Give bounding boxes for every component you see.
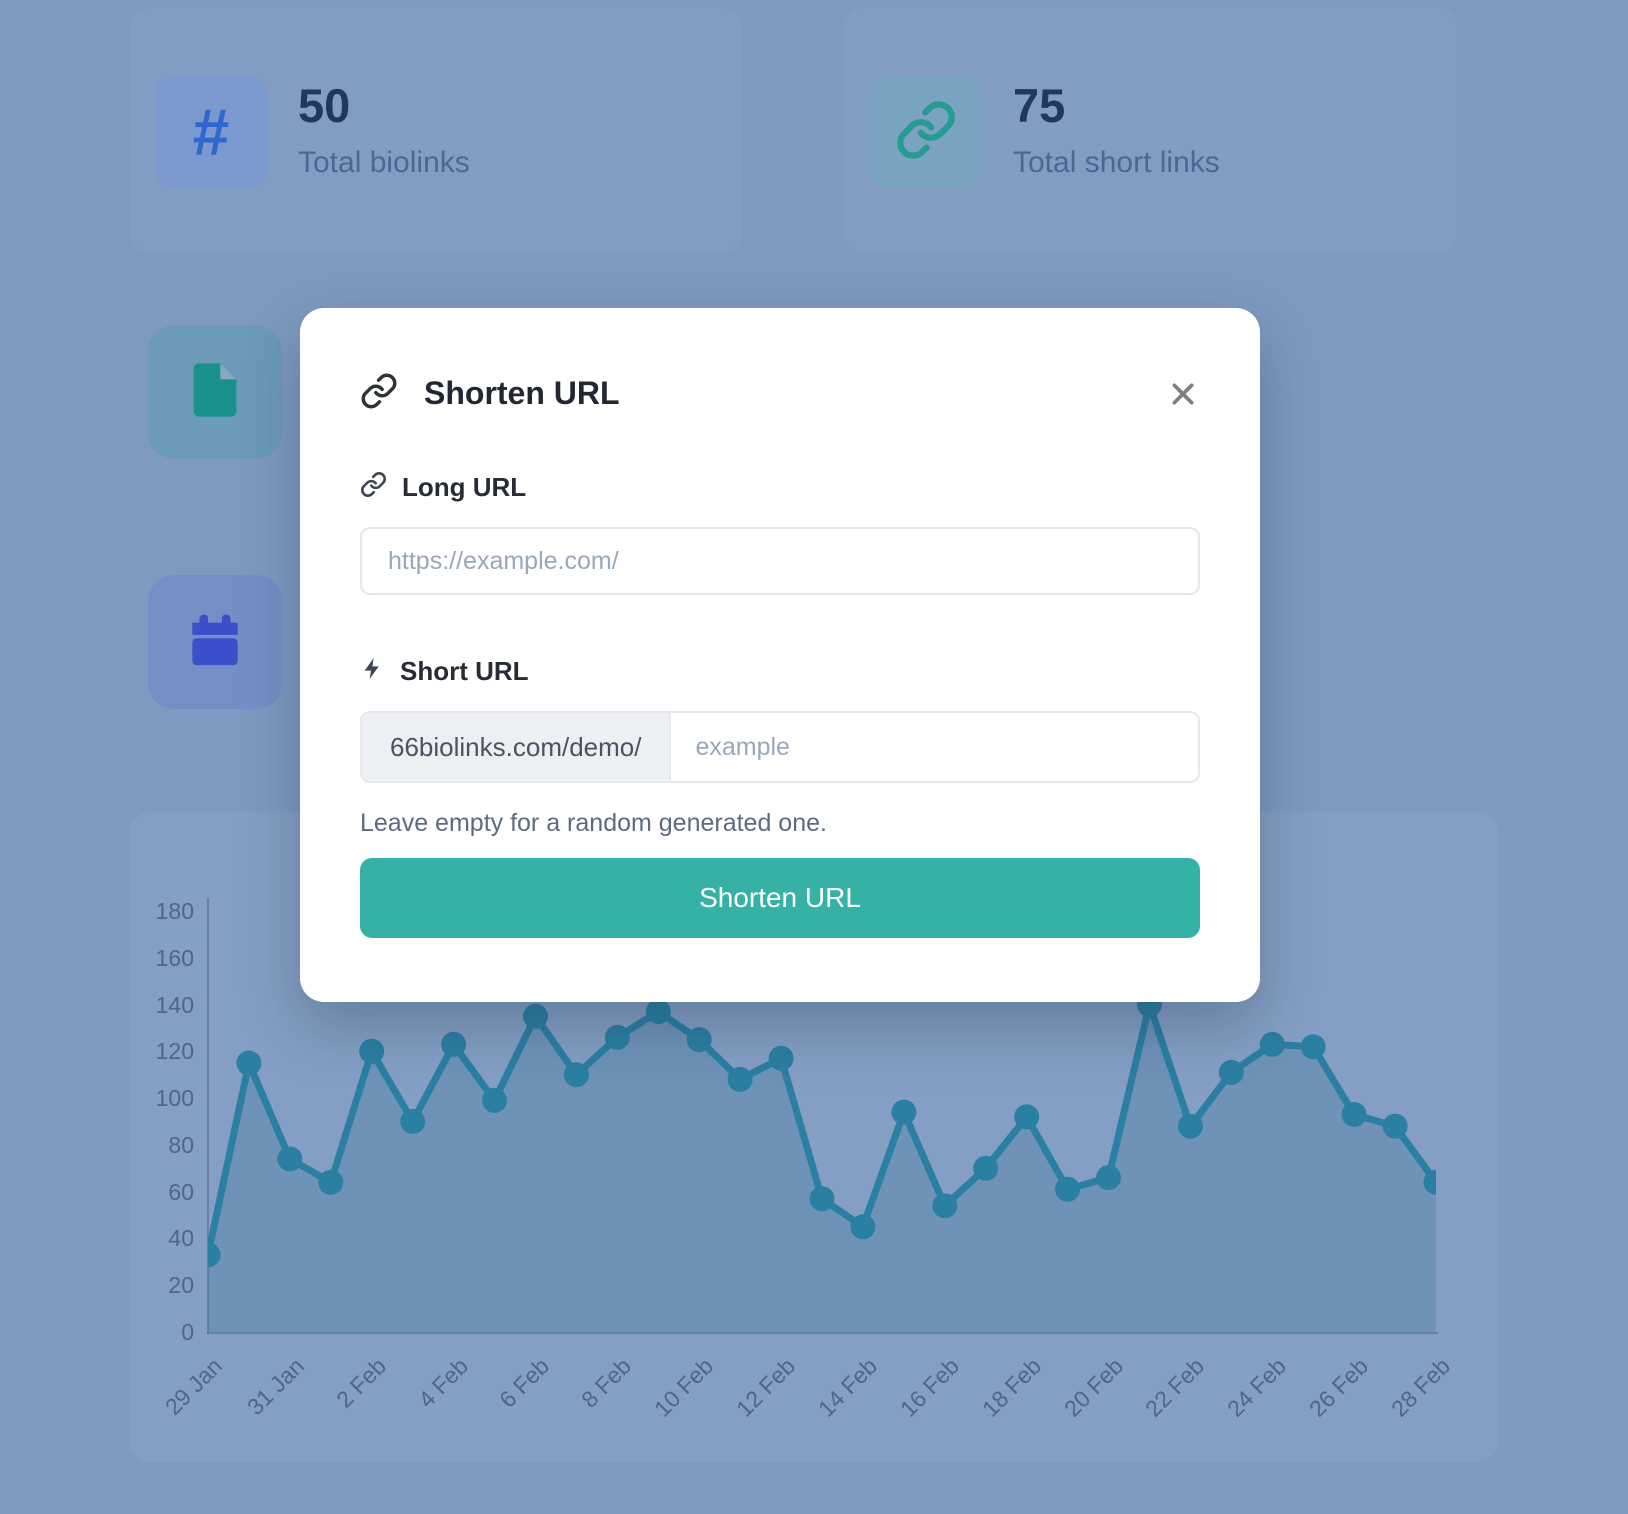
short-url-domain-prefix: 66biolinks.com/demo/	[362, 713, 672, 781]
data-point-marker	[236, 1050, 262, 1076]
stat-label-biolinks: Total biolinks	[298, 145, 470, 179]
stat-card-total-biolinks: # 50 Total biolinks	[130, 8, 742, 252]
data-point-marker	[1177, 1113, 1203, 1139]
y-axis-tick-label: 20	[168, 1272, 194, 1299]
y-axis-tick-label: 120	[155, 1038, 194, 1065]
y-axis-tick-label: 140	[155, 991, 194, 1018]
data-point-marker	[1218, 1059, 1244, 1085]
y-axis-tick-label: 80	[168, 1131, 194, 1158]
shorten-url-modal: Shorten URL Long URL Short URL 66biolink…	[300, 308, 1260, 1002]
y-axis-tick-label: 180	[155, 898, 194, 924]
stat-card-total-short-links: 75 Total short links	[845, 8, 1457, 252]
short-url-input-group: 66biolinks.com/demo/	[360, 711, 1200, 783]
calendar-icon-tile	[148, 575, 282, 709]
file-icon-tile	[148, 325, 282, 459]
data-point-marker	[1259, 1031, 1285, 1057]
y-axis-tick-label: 100	[155, 1085, 194, 1112]
data-point-marker	[973, 1155, 999, 1181]
shorten-submit-button[interactable]: Shorten URL	[360, 858, 1200, 938]
close-icon[interactable]	[1166, 377, 1200, 411]
data-point-marker	[1300, 1034, 1326, 1060]
chain-link-icon	[360, 372, 398, 415]
trend-chart-svg	[208, 992, 1436, 1332]
data-point-marker	[809, 1186, 835, 1212]
data-point-marker	[768, 1045, 794, 1071]
data-point-marker	[482, 1087, 507, 1113]
short-url-label: Short URL	[400, 655, 529, 686]
chart-x-axis-line	[207, 1332, 1438, 1334]
data-point-marker	[1014, 1104, 1040, 1130]
data-point-marker	[318, 1169, 344, 1195]
data-point-marker	[686, 1027, 712, 1053]
chain-link-icon	[895, 99, 957, 166]
lightning-bolt-icon	[360, 655, 385, 687]
short-url-helper-text: Leave empty for a random generated one.	[360, 809, 827, 837]
chart-y-axis-line	[207, 898, 209, 1334]
long-url-label: Long URL	[402, 471, 527, 502]
stat-value-biolinks: 50	[298, 79, 351, 132]
data-point-marker	[1423, 1169, 1436, 1195]
stat-value-short-links: 75	[1013, 79, 1066, 132]
data-point-marker	[1341, 1102, 1367, 1127]
data-point-marker	[645, 999, 671, 1025]
chain-link-icon	[360, 471, 387, 503]
y-axis-tick-label: 40	[168, 1225, 194, 1252]
chain-link-icon-tile	[870, 76, 982, 188]
hash-icon: #	[192, 95, 230, 169]
data-point-marker	[277, 1146, 303, 1172]
calendar-icon	[183, 608, 247, 677]
y-axis-tick-label: 0	[181, 1319, 194, 1345]
data-point-marker	[1382, 1113, 1408, 1139]
short-url-input[interactable]	[671, 713, 1198, 781]
stat-label-short-links: Total short links	[1013, 145, 1220, 179]
data-point-marker	[208, 1242, 221, 1268]
data-point-marker	[1055, 1176, 1081, 1202]
long-url-input[interactable]	[360, 527, 1200, 595]
data-point-marker	[563, 1062, 589, 1088]
data-point-marker	[891, 1099, 917, 1125]
data-point-marker	[932, 1193, 958, 1219]
hash-icon-tile: #	[155, 76, 267, 188]
data-point-marker	[523, 1003, 548, 1029]
file-icon	[183, 358, 247, 427]
modal-title: Shorten URL	[424, 375, 620, 411]
data-point-marker	[1096, 1165, 1121, 1191]
y-axis-tick-label: 60	[168, 1178, 194, 1205]
data-point-marker	[359, 1038, 385, 1064]
data-point-marker	[850, 1214, 876, 1240]
data-point-marker	[441, 1031, 467, 1057]
data-point-marker	[604, 1024, 630, 1050]
data-point-marker	[727, 1066, 753, 1092]
y-axis-tick-label: 160	[155, 944, 194, 971]
data-point-marker	[400, 1109, 426, 1134]
